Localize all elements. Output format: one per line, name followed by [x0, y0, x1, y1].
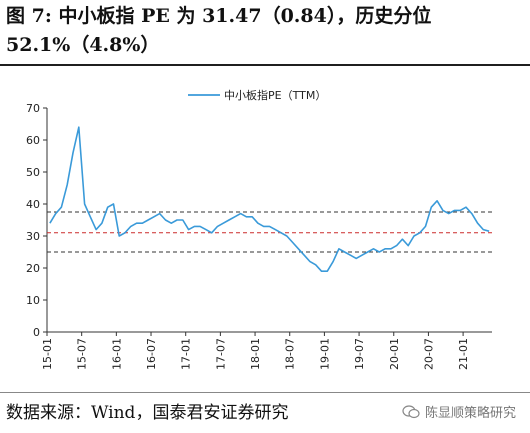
x-tick-label: 17-01 — [180, 338, 193, 370]
legend: 中小板指PE（TTM） — [188, 88, 326, 102]
x-tick-label: 20-01 — [388, 338, 401, 370]
x-tick-label: 16-01 — [110, 338, 123, 370]
y-tick-label: 10 — [26, 294, 40, 307]
x-tick-label: 21-01 — [457, 338, 470, 370]
x-tick-label: 20-07 — [422, 338, 435, 370]
x-tick-label: 19-01 — [318, 338, 331, 370]
y-tick-label: 0 — [33, 326, 40, 339]
x-tick-label: 19-07 — [353, 338, 366, 370]
watermark: 陈显顺策略研究 — [402, 402, 516, 421]
pe-line-chart: 中小板指PE（TTM） 0 10 20 30 40 50 60 70 15-01 15-07 16-… — [26, 88, 492, 370]
series-layer — [49, 126, 490, 272]
y-tick-label: 30 — [26, 230, 40, 243]
legend-label: 中小板指PE（TTM） — [224, 88, 326, 102]
y-tick-label: 70 — [26, 102, 40, 115]
x-tick-label: 15-01 — [41, 338, 54, 370]
footer-divider — [0, 392, 530, 393]
watermark-label: 陈显顺策略研究 — [424, 406, 516, 421]
data-source: 数据来源：Wind，国泰君安证券研究 — [6, 403, 289, 423]
x-tick-label: 18-07 — [284, 338, 297, 370]
title-divider — [0, 64, 530, 66]
x-tick-label: 18-01 — [249, 338, 262, 370]
x-tick-label: 16-07 — [145, 338, 158, 370]
x-tick-label: 15-07 — [76, 338, 89, 370]
y-tick-label: 40 — [26, 198, 40, 211]
axes: 0 10 20 30 40 50 60 70 15-01 15-07 16-01 16-07 17-01… — [26, 102, 492, 370]
y-tick-label: 60 — [26, 134, 40, 147]
wechat-icon — [402, 404, 420, 418]
x-tick-label: 17-07 — [214, 338, 227, 370]
series-line-pe — [49, 126, 490, 272]
y-tick-label: 20 — [26, 262, 40, 275]
chart-title: 图 7: 中小板指 PE 为 31.47（0.84），历史分位 52.1%（4.… — [6, 5, 432, 56]
reference-lines — [47, 211, 492, 253]
y-tick-label: 50 — [26, 166, 40, 179]
